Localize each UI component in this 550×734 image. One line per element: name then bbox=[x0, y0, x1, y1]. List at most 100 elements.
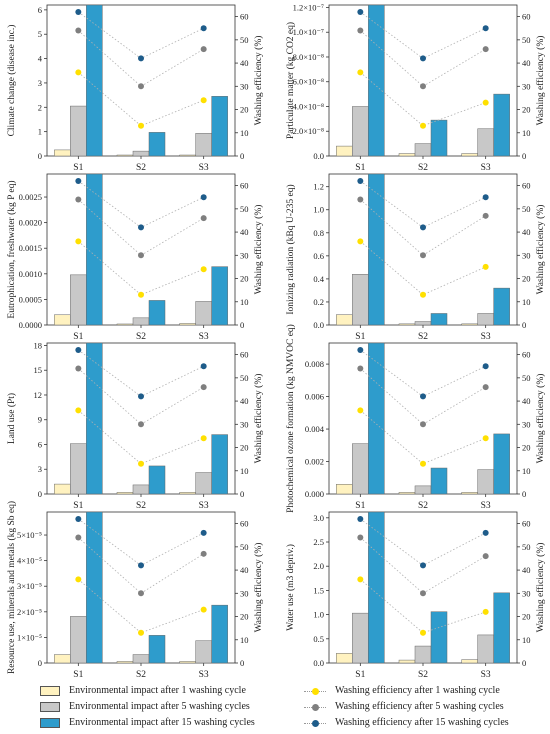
y2-tick-label: 0 bbox=[240, 489, 244, 499]
y2-tick-label: 0 bbox=[240, 151, 244, 161]
bar-1-cycle bbox=[116, 323, 134, 326]
y-tick-label: 1.0×10⁻⁷ bbox=[293, 27, 324, 37]
y2-tick-label: 30 bbox=[240, 250, 249, 260]
bar-1-cycle bbox=[179, 661, 196, 664]
efficiency-dot-1-cycle bbox=[482, 99, 489, 106]
y2-axis-label: Washing efficiency (%) bbox=[535, 205, 546, 295]
y-tick-label: 3×10⁻⁵ bbox=[17, 581, 42, 591]
x-tick-label: S1 bbox=[355, 670, 365, 680]
efficiency-dot-5-cycles bbox=[482, 384, 489, 391]
bar-1-cycle bbox=[398, 492, 416, 495]
y2-tick-label: 0 bbox=[522, 320, 526, 330]
y2-tick-label: 50 bbox=[522, 373, 531, 383]
y-tick-label: 2.0 bbox=[313, 561, 324, 571]
bar-15-cycles bbox=[430, 467, 448, 495]
legend-label-bar1: Environmental impact after 1 washing cyc… bbox=[69, 685, 246, 696]
efficiency-dot-1-cycle bbox=[138, 460, 144, 467]
y2-tick-label: 60 bbox=[240, 519, 249, 529]
efficiency-dot-1-cycle bbox=[482, 263, 489, 270]
efficiency-dot-5-cycles bbox=[482, 46, 489, 53]
efficiency-dot-5-cycles bbox=[138, 421, 144, 428]
bar-1-cycle bbox=[116, 154, 134, 157]
legend-item-eff1: Washing efficiency after 1 washing cycle bbox=[304, 685, 500, 696]
bar-15-cycles bbox=[430, 313, 448, 326]
bar-1-cycle bbox=[54, 149, 71, 157]
bar-5-cycles bbox=[70, 105, 87, 157]
y2-tick-label: 20 bbox=[240, 274, 249, 284]
y2-tick-label: 0 bbox=[522, 489, 526, 499]
y-tick-label: 3 bbox=[38, 464, 42, 474]
y2-tick-label: 50 bbox=[240, 35, 249, 45]
bar-5-cycles bbox=[195, 301, 212, 326]
bar-5-cycles bbox=[195, 640, 212, 664]
y-tick-label: 0.4 bbox=[313, 274, 324, 284]
bar-1-cycle bbox=[398, 659, 416, 664]
y2-tick-label: 10 bbox=[522, 466, 531, 476]
efficiency-dot-1-cycle bbox=[75, 576, 82, 583]
efficiency-dot-1-cycle bbox=[200, 97, 207, 104]
y-tick-label: 0.6 bbox=[313, 251, 324, 261]
y2-tick-label: 40 bbox=[522, 58, 531, 68]
efficiency-dot-1-cycle bbox=[357, 576, 364, 583]
efficiency-dot-1-cycle bbox=[75, 69, 82, 76]
bar-5-cycles bbox=[414, 321, 432, 326]
y2-tick-label: 0 bbox=[522, 151, 526, 161]
x-tick-label: S2 bbox=[136, 163, 146, 173]
efficiency-dot-15-cycles bbox=[420, 55, 426, 62]
chart-panel-3: 0.0000 0.0005 0.0010 0.0015 0.0020 0.0025 0 10 2… bbox=[6, 173, 264, 342]
y2-tick-label: 50 bbox=[240, 542, 249, 552]
x-tick-label: S3 bbox=[199, 332, 209, 342]
efficiency-dot-1-cycle bbox=[482, 608, 489, 615]
efficiency-dot-1-cycle bbox=[200, 266, 207, 273]
y2-tick-label: 40 bbox=[522, 227, 531, 237]
bar-5-cycles bbox=[70, 616, 87, 664]
y2-tick-label: 20 bbox=[240, 443, 249, 453]
bar-5-cycles bbox=[132, 317, 150, 326]
y2-tick-label: 40 bbox=[240, 227, 249, 237]
y2-tick-label: 50 bbox=[240, 204, 249, 214]
efficiency-dot-1-cycle bbox=[420, 291, 426, 298]
y-tick-label: 2 bbox=[38, 102, 42, 112]
y2-tick-label: 20 bbox=[522, 443, 531, 453]
legend-label-eff5: Washing efficiency after 5 washing cycle… bbox=[335, 701, 504, 712]
y2-tick-label: 30 bbox=[240, 81, 249, 91]
bar-1-cycle bbox=[336, 314, 353, 326]
legend-label-bar5: Environmental impact after 5 washing cyc… bbox=[69, 701, 250, 712]
x-tick-label: S1 bbox=[355, 332, 365, 342]
efficiency-dot-15-cycles bbox=[357, 346, 364, 353]
efficiency-dot-15-cycles bbox=[420, 393, 426, 400]
bar-15-cycles bbox=[86, 173, 103, 326]
y-tick-label: 2×10⁻⁵ bbox=[17, 607, 42, 617]
y-axis-label: Eutrophication, freshwater (kg P eq) bbox=[6, 180, 17, 318]
bar-5-cycles bbox=[414, 143, 432, 157]
efficiency-dot-5-cycles bbox=[200, 384, 207, 391]
bar-1-cycle bbox=[179, 154, 196, 157]
efficiency-dot-1-cycle bbox=[200, 435, 207, 442]
bar-5-cycles bbox=[414, 645, 432, 664]
bar-1-cycle bbox=[179, 323, 196, 326]
efficiency-dot-1-cycle bbox=[200, 606, 207, 613]
bar-5-cycles bbox=[352, 274, 369, 326]
y2-tick-label: 20 bbox=[522, 612, 531, 622]
legend-item-bar1: Environmental impact after 1 washing cyc… bbox=[40, 685, 246, 696]
efficiency-dot-5-cycles bbox=[138, 83, 144, 90]
efficiency-dot-5-cycles bbox=[420, 421, 426, 428]
bar-5-cycles bbox=[195, 472, 212, 495]
efficiency-line bbox=[360, 72, 486, 127]
efficiency-dot-5-cycles bbox=[357, 534, 364, 541]
efficiency-dot-5-cycles bbox=[200, 46, 207, 53]
y-tick-label: 1.2 bbox=[313, 182, 324, 192]
efficiency-dot-5-cycles bbox=[420, 590, 426, 597]
y2-tick-label: 10 bbox=[240, 297, 249, 307]
y2-tick-label: 0 bbox=[240, 658, 244, 668]
efficiency-dot-1-cycle bbox=[357, 407, 364, 414]
bar-5-cycles bbox=[477, 128, 494, 157]
y-tick-label: 9 bbox=[38, 415, 42, 425]
legend-marker-eff15 bbox=[304, 718, 326, 728]
y-axis-label: Ionizing radiation (kBq U-235 eq) bbox=[285, 184, 296, 314]
y2-tick-label: 10 bbox=[240, 635, 249, 645]
x-tick-label: S3 bbox=[481, 332, 491, 342]
y-tick-label: 2.5 bbox=[313, 537, 324, 547]
efficiency-dot-15-cycles bbox=[75, 515, 82, 522]
efficiency-dot-15-cycles bbox=[200, 194, 207, 201]
